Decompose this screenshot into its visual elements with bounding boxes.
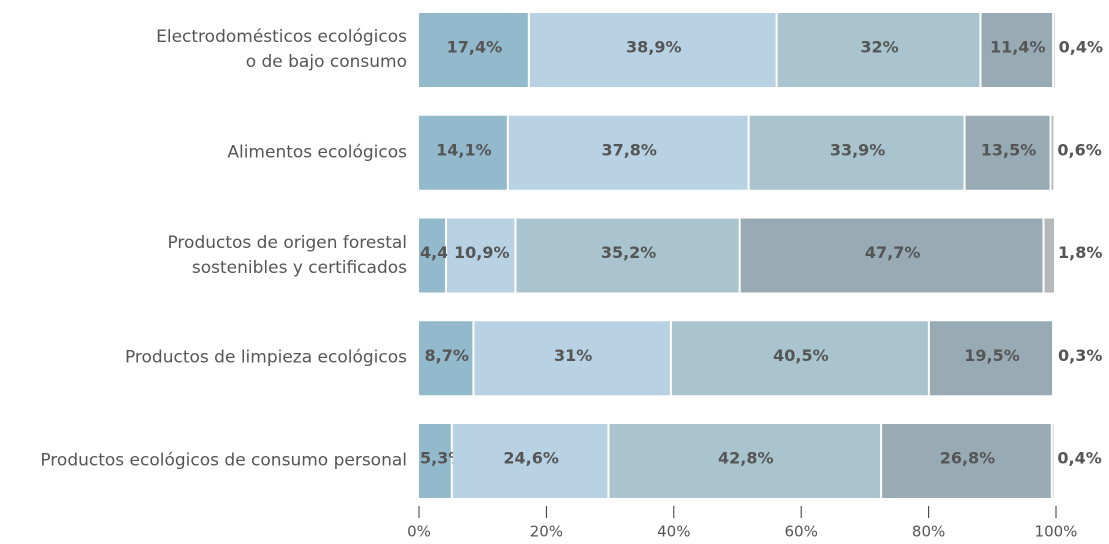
value-label: 17,4%	[447, 38, 503, 57]
bar-segment	[419, 218, 446, 293]
bar-segment	[671, 321, 928, 396]
value-label: 38,9%	[626, 38, 682, 57]
x-tick-label: 40%	[657, 523, 690, 541]
value-label: 10,9%	[454, 243, 510, 262]
value-label: 0,4%	[1059, 38, 1103, 57]
category-label: Productos ecológicos de consumo personal	[40, 450, 407, 471]
bar-segment	[1044, 218, 1054, 293]
value-label: 35,2%	[601, 243, 657, 262]
bar-segment	[447, 218, 515, 293]
bar-segment	[740, 218, 1043, 293]
bar-segment	[1054, 13, 1055, 87]
value-label: 32%	[860, 38, 898, 57]
x-tick-label: 60%	[785, 523, 818, 541]
bar-segment	[508, 115, 748, 190]
value-label: 26,8%	[940, 449, 996, 468]
bar-segment	[749, 115, 964, 190]
value-label: 0,4%	[1057, 449, 1101, 468]
bar-segment	[419, 424, 451, 498]
value-label: 19,5%	[964, 346, 1020, 365]
bar-segment	[1052, 424, 1054, 498]
bar-segment	[777, 13, 980, 87]
value-label: 8,7%	[425, 346, 469, 365]
value-label: 47,7%	[865, 243, 921, 262]
x-tick-label: 20%	[530, 523, 563, 541]
value-label: 33,9%	[830, 140, 886, 159]
bar-segment	[965, 115, 1050, 190]
bar-segment	[474, 321, 670, 396]
bar-segment	[419, 321, 473, 396]
category-label: Productos de origen forestal sostenibles…	[167, 232, 407, 278]
x-tick-label: 0%	[407, 523, 431, 541]
bar-segment	[981, 13, 1053, 87]
bar-segment	[419, 13, 528, 87]
bar-segment	[452, 424, 608, 498]
value-label: 1,8%	[1058, 243, 1102, 262]
category-label: Alimentos ecológicos	[227, 142, 407, 163]
bar-segment	[882, 424, 1051, 498]
value-label: 31%	[554, 346, 592, 365]
value-label: 13,5%	[981, 140, 1037, 159]
value-label: 40,5%	[773, 346, 829, 365]
category-label: Electrodomésticos ecológicos o de bajo c…	[156, 27, 407, 72]
category-label: Productos de limpieza ecológicos	[124, 347, 407, 368]
bar-segment	[1051, 115, 1054, 190]
value-label: 42,8%	[718, 449, 774, 468]
bar-segment	[419, 115, 507, 190]
value-label: 0,3%	[1058, 346, 1102, 365]
value-label: 24,6%	[503, 449, 559, 468]
value-label: 37,8%	[601, 140, 657, 159]
value-label: 11,4%	[990, 38, 1046, 57]
value-label: 14,1%	[436, 140, 492, 159]
bar-segment	[929, 321, 1053, 396]
value-label: 0,6%	[1057, 140, 1101, 159]
bar-segment	[609, 424, 881, 498]
bar-segment	[529, 13, 776, 87]
x-tick-label: 80%	[912, 523, 945, 541]
bar-segment	[516, 218, 739, 293]
x-tick-label: 100%	[1035, 523, 1078, 541]
